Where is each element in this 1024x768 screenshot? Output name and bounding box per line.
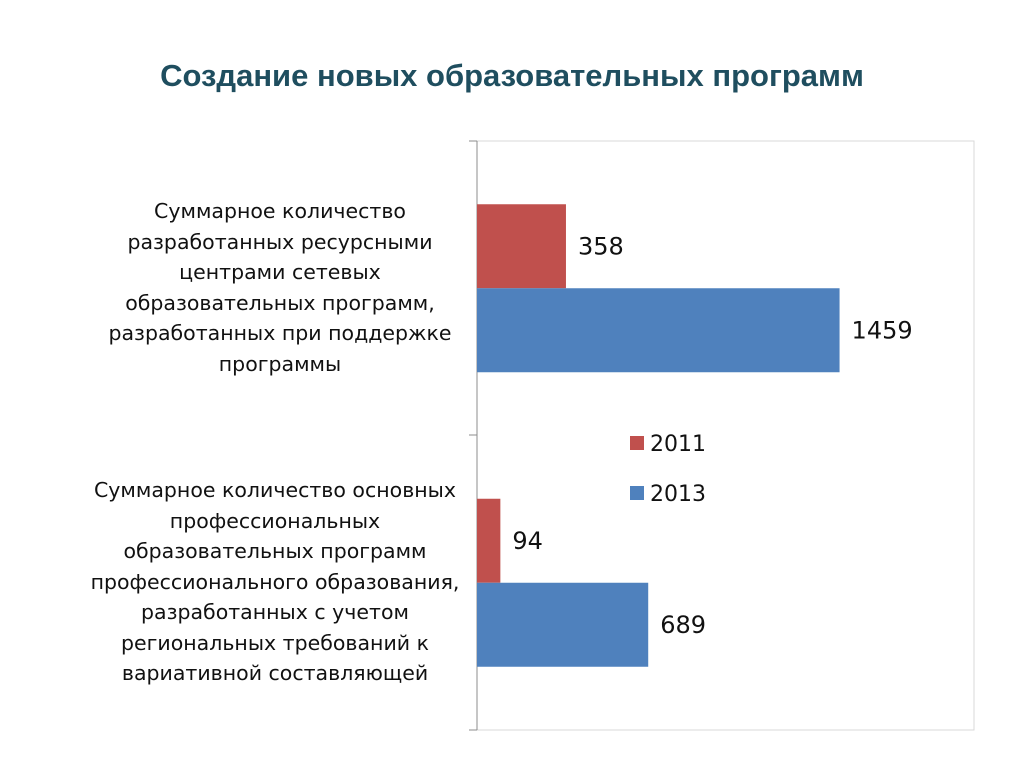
bar-2013-cat2: [477, 582, 649, 667]
legend-swatch-2011: [630, 436, 644, 450]
legend-swatch-2013: [630, 486, 644, 500]
bar-2013-cat1: [477, 288, 840, 373]
data-label-2013-cat1: 1459: [852, 316, 913, 344]
data-label-2011-cat1: 358: [578, 232, 624, 260]
category-label-1: Суммарное количество разработанных ресур…: [108, 199, 452, 376]
data-label-2013-cat2: 689: [660, 611, 706, 639]
bar-2011-cat1: [477, 204, 566, 289]
legend-label-2013: 2013: [650, 482, 706, 507]
category-label-2: Суммарное количество основных профессион…: [90, 478, 460, 685]
chart-title: Создание новых образовательных программ: [160, 58, 864, 93]
legend-label-2011: 2011: [650, 432, 706, 457]
data-label-2011-cat2: 94: [512, 527, 543, 555]
bar-2011-cat2: [477, 498, 501, 583]
